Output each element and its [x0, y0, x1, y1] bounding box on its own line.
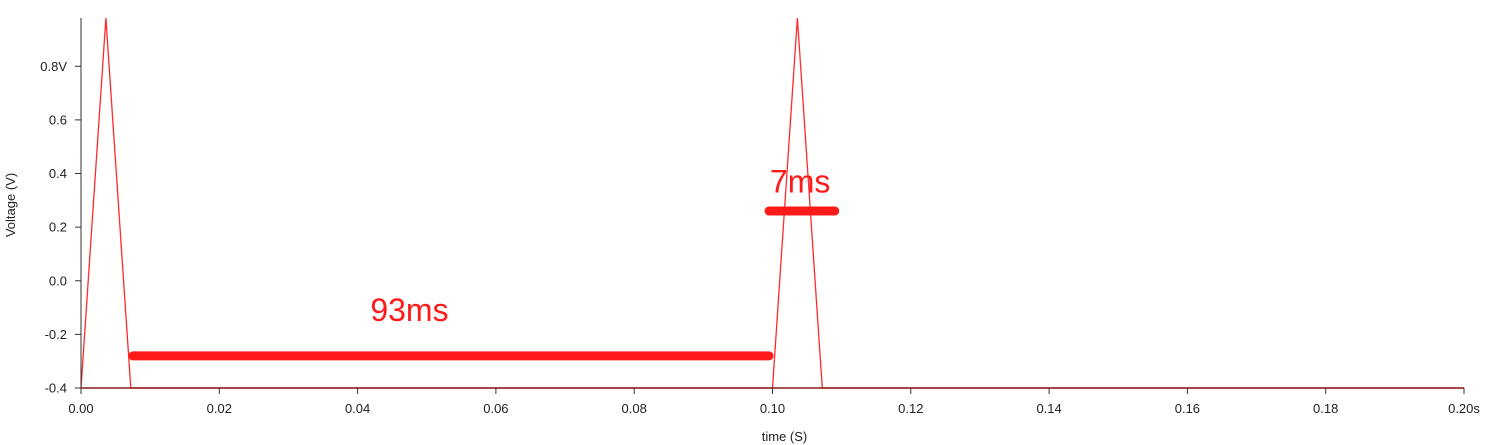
y-tick-label: 0.0 [49, 273, 67, 288]
x-tick-label: 0.08 [622, 401, 647, 416]
plot-area [80, 17, 1464, 389]
annotation-label: 7ms [770, 163, 830, 199]
x-tick-label: 0.12 [898, 401, 923, 416]
x-tick-label: 0.20s [1448, 401, 1480, 416]
series-line [80, 17, 1464, 389]
y-tick-label: 0.2 [49, 220, 67, 235]
y-axis-title: Voltage (V) [3, 173, 18, 237]
x-tick-label: 0.14 [1036, 401, 1061, 416]
x-tick-label: 0.16 [1175, 401, 1200, 416]
y-tick-label: -0.4 [45, 381, 67, 396]
annotation-label: 93ms [370, 292, 448, 328]
annotations: 93ms 7ms [128, 163, 840, 361]
x-tick-label: 0.04 [345, 401, 370, 416]
x-tick-label: 0.00 [68, 401, 93, 416]
y-tick-label: 0.4 [49, 166, 67, 181]
y-tick-label: 0.6 [49, 112, 67, 127]
y-tick-label: 0.8V [40, 59, 67, 74]
x-tick-label: 0.06 [483, 401, 508, 416]
x-axis-title: time (S) [762, 429, 808, 444]
axes: -0.4 -0.2 0.0 0.2 0.4 0.6 0.8V 0.00 0.02 0.04 0.06… [40, 18, 1480, 416]
x-tick-label: 0.18 [1313, 401, 1338, 416]
y-tick-label: -0.2 [45, 327, 67, 342]
x-tick-label: 0.10 [760, 401, 785, 416]
x-tick-label: 0.02 [207, 401, 232, 416]
